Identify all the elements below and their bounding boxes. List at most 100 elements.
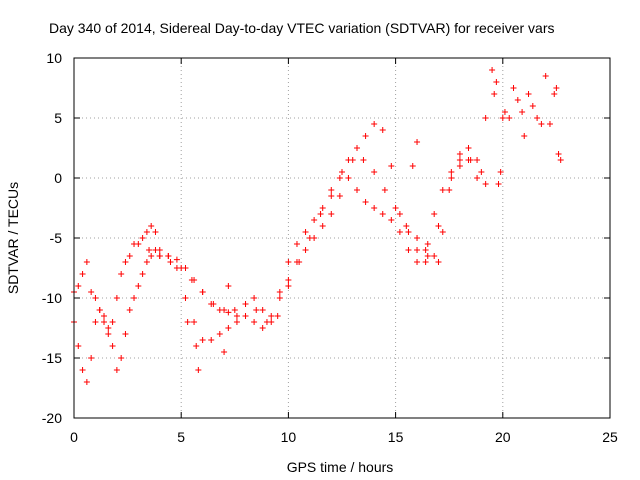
data-point xyxy=(456,163,463,169)
data-point xyxy=(88,355,95,361)
data-point xyxy=(553,85,560,91)
data-point xyxy=(431,211,438,217)
data-point xyxy=(506,115,513,121)
data-point xyxy=(191,319,198,325)
data-point xyxy=(276,295,283,301)
data-point xyxy=(195,367,202,373)
data-point xyxy=(105,331,112,337)
data-point xyxy=(146,247,153,253)
data-point xyxy=(302,247,309,253)
data-point xyxy=(165,253,172,259)
data-point xyxy=(448,175,455,181)
data-point xyxy=(233,313,240,319)
data-point xyxy=(126,307,133,313)
data-point xyxy=(210,301,217,307)
data-point xyxy=(83,379,90,385)
data-point xyxy=(409,163,416,169)
data-point xyxy=(396,229,403,235)
data-point xyxy=(285,283,292,289)
data-point xyxy=(439,187,446,193)
data-point xyxy=(193,343,200,349)
data-point xyxy=(225,309,232,316)
data-point xyxy=(414,247,421,253)
tick-labels: 0 5 10 15 20 25 -20 -15 -10 -5 0 5 10 xyxy=(42,50,618,445)
data-point xyxy=(122,331,129,337)
data-point xyxy=(135,283,142,289)
x-tick-label: 5 xyxy=(177,429,185,445)
data-point xyxy=(328,187,335,193)
data-point xyxy=(362,199,369,205)
data-point xyxy=(251,319,258,325)
data-point xyxy=(285,259,292,265)
y-tick-label: 10 xyxy=(46,50,62,66)
data-point xyxy=(274,313,281,319)
y-tick-label: -5 xyxy=(50,230,63,246)
data-point xyxy=(336,193,343,199)
data-point xyxy=(465,145,472,151)
data-point xyxy=(354,187,361,193)
data-point xyxy=(514,97,521,103)
data-point xyxy=(388,217,395,223)
y-axis-label: SDTVAR / TECUs xyxy=(5,182,21,294)
data-point xyxy=(424,241,431,247)
data-point xyxy=(422,259,429,265)
data-point xyxy=(371,205,378,211)
data-point xyxy=(499,115,506,121)
x-tick-label: 10 xyxy=(281,429,297,445)
data-point xyxy=(491,91,498,97)
data-point xyxy=(139,271,146,277)
data-point xyxy=(529,103,536,109)
data-point xyxy=(242,313,249,319)
data-point xyxy=(101,319,108,325)
data-point xyxy=(345,175,352,181)
data-point xyxy=(259,307,266,313)
data-point xyxy=(431,253,438,259)
data-point xyxy=(139,235,146,241)
data-point xyxy=(482,115,489,121)
x-tick-label: 15 xyxy=(388,429,404,445)
data-point xyxy=(501,109,508,115)
data-point xyxy=(75,343,82,349)
data-point xyxy=(546,121,553,127)
data-point xyxy=(199,289,206,295)
data-point xyxy=(113,295,120,301)
data-point xyxy=(525,91,532,97)
data-point xyxy=(379,211,386,217)
data-point xyxy=(96,307,103,313)
data-point xyxy=(131,295,138,301)
data-point xyxy=(268,313,275,319)
y-tick-label: -20 xyxy=(42,410,62,426)
data-point xyxy=(148,253,155,259)
data-point xyxy=(328,193,335,199)
data-point xyxy=(225,283,232,289)
data-point xyxy=(178,265,185,271)
data-point xyxy=(456,151,463,157)
data-point xyxy=(474,157,481,163)
data-point xyxy=(118,271,125,277)
y-tick-label: 5 xyxy=(54,110,62,126)
data-point xyxy=(276,289,283,295)
data-point xyxy=(339,169,345,175)
data-point xyxy=(306,235,313,241)
data-point xyxy=(259,325,266,331)
data-point xyxy=(251,295,258,301)
data-point xyxy=(489,67,496,73)
data-point xyxy=(182,295,189,301)
chart-title: Day 340 of 2014, Sidereal Day-to-day VTE… xyxy=(49,20,555,36)
axis-ticks xyxy=(73,57,611,419)
data-point xyxy=(542,73,549,79)
data-point xyxy=(109,343,116,349)
data-point xyxy=(534,115,541,121)
data-point xyxy=(336,175,343,181)
data-point xyxy=(435,223,442,229)
data-point xyxy=(285,277,292,283)
data-point xyxy=(360,157,367,163)
data-point xyxy=(148,223,155,229)
data-point xyxy=(510,85,517,91)
series-scatter-isolated xyxy=(182,67,564,373)
data-point xyxy=(221,349,228,355)
series-track-c xyxy=(146,157,485,325)
data-point xyxy=(311,217,318,223)
